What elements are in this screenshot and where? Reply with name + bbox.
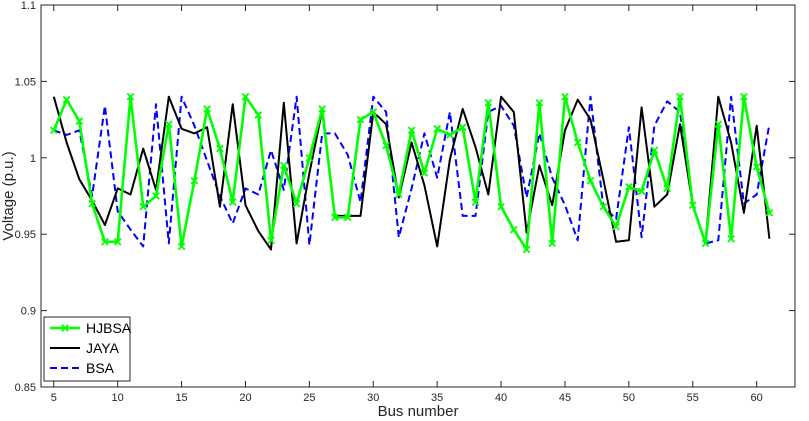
data-point-hjbsa — [433, 124, 442, 133]
data-point-hjbsa — [650, 146, 659, 154]
x-tick-label: 40 — [495, 392, 507, 404]
data-point-hjbsa — [625, 182, 633, 191]
y-tick-label: 0.85 — [15, 382, 36, 394]
data-point-hjbsa — [701, 239, 710, 248]
data-point-hjbsa — [292, 199, 301, 208]
data-point-hjbsa — [203, 105, 211, 113]
data-point-hjbsa — [548, 239, 557, 248]
ticks-layer: 5 10 15 20 25 30 35 40 45 50 55 60 0.85 0.9 0.95 1 1.05 1… — [15, 0, 795, 404]
data-point-hjbsa — [305, 153, 314, 162]
data-point-hjbsa — [676, 92, 684, 101]
data-point-hjbsa — [75, 117, 84, 125]
series-line-jaya — [52, 95, 771, 251]
data-point-hjbsa — [343, 213, 352, 222]
x-tick-label: 15 — [175, 392, 187, 404]
data-point-hjbsa — [599, 202, 608, 211]
data-point-hjbsa — [139, 202, 148, 211]
data-point-hjbsa — [637, 187, 646, 196]
data-point-hjbsa — [318, 105, 326, 113]
x-tick-label: 35 — [431, 392, 443, 404]
plot-area — [41, 5, 795, 387]
data-point-hjbsa — [740, 92, 748, 101]
data-point-hjbsa — [88, 199, 96, 208]
data-point-hjbsa — [241, 92, 250, 101]
data-point-hjbsa — [510, 225, 518, 234]
data-point-hjbsa — [484, 98, 493, 107]
x-tick-label: 45 — [559, 392, 571, 404]
x-tick-label: 20 — [239, 392, 251, 404]
data-point-hjbsa — [407, 126, 416, 135]
data-point-hjbsa — [394, 190, 403, 199]
data-point-hjbsa — [152, 192, 160, 200]
legend-label-hjbsa: HJBSA — [86, 320, 132, 336]
data-point-hjbsa — [177, 242, 186, 251]
y-tick-label: 1.1 — [21, 0, 36, 12]
data-point-hjbsa — [714, 120, 723, 129]
x-tick-label: 5 — [51, 392, 57, 404]
data-point-hjbsa — [446, 131, 454, 139]
data-point-hjbsa — [561, 92, 569, 101]
data-point-hjbsa — [228, 198, 237, 206]
data-point-hjbsa — [126, 92, 135, 101]
data-point-hjbsa — [62, 95, 71, 104]
data-point-hjbsa — [497, 202, 505, 211]
data-point-hjbsa — [535, 98, 544, 107]
x-tick-label: 50 — [623, 392, 635, 404]
data-point-hjbsa — [331, 213, 339, 222]
x-axis-label: Bus number — [378, 403, 459, 420]
data-point-hjbsa — [216, 144, 224, 153]
data-point-hjbsa — [471, 198, 480, 206]
legend-label-jaya: JAYA — [86, 340, 120, 356]
y-axis-label: Voltage (p.u.) — [0, 151, 17, 240]
data-point-hjbsa — [727, 234, 735, 243]
data-point-hjbsa — [573, 138, 582, 147]
data-point-hjbsa — [101, 238, 109, 246]
data-point-hjbsa — [356, 115, 365, 124]
data-point-hjbsa — [765, 208, 774, 217]
y-tick-label: 0.95 — [15, 229, 36, 241]
data-point-hjbsa — [663, 184, 672, 193]
legend: HJBSA JAYA BSA — [43, 316, 132, 382]
data-point-hjbsa — [49, 126, 58, 135]
x-tick-label: 60 — [751, 392, 763, 404]
plot-frame — [40, 4, 796, 388]
data-point-hjbsa — [369, 108, 378, 116]
y-tick-label: 0.9 — [21, 306, 36, 318]
data-point-hjbsa — [254, 111, 263, 119]
data-point-hjbsa — [382, 141, 390, 150]
data-point-hjbsa — [458, 123, 467, 132]
data-point-hjbsa — [164, 120, 173, 129]
series-layer — [49, 92, 774, 254]
data-point-hjbsa — [113, 238, 122, 246]
data-point-hjbsa — [612, 222, 620, 231]
data-point-hjbsa — [522, 245, 531, 254]
x-tick-label: 25 — [303, 392, 315, 404]
x-tick-label: 30 — [367, 392, 379, 404]
legend-label-bsa: BSA — [86, 360, 115, 376]
data-point-hjbsa — [190, 176, 199, 185]
legend-marker-hjbsa — [61, 324, 69, 332]
data-point-hjbsa — [752, 163, 761, 171]
data-point-hjbsa — [267, 236, 275, 245]
data-point-hjbsa — [420, 169, 429, 177]
y-tick-label: 1.05 — [15, 76, 36, 88]
y-tick-label: 1 — [30, 153, 36, 165]
x-tick-label: 55 — [687, 392, 699, 404]
data-point-hjbsa — [586, 176, 595, 185]
x-tick-label: 10 — [112, 392, 124, 404]
data-point-hjbsa — [688, 201, 697, 210]
data-point-hjbsa — [279, 161, 288, 170]
